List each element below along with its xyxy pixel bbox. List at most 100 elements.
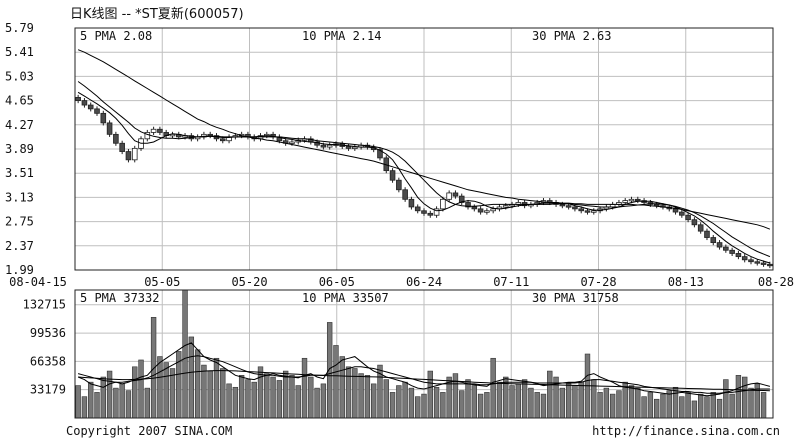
price-x-tick-label: 07-28 <box>580 275 616 289</box>
volume-bar <box>547 370 553 419</box>
volume-bar <box>421 393 427 419</box>
volume-pma-label: 30 PMA 31758 <box>532 291 619 305</box>
candle-body <box>396 179 402 191</box>
candle-body <box>716 242 723 248</box>
candle-body <box>421 210 427 214</box>
candle-body <box>433 208 440 216</box>
price-pma-label: 10 PMA 2.14 <box>302 29 381 43</box>
volume-bar <box>723 379 729 419</box>
price-y-tick-label: 5.79 <box>5 21 34 35</box>
volume-bar <box>389 392 396 419</box>
price-y-tick-label: 3.51 <box>5 166 34 180</box>
volume-bar <box>710 392 716 419</box>
volume-bar <box>314 387 320 419</box>
candle-body <box>484 210 490 213</box>
volume-bar <box>735 375 742 419</box>
price-y-tick-label: 4.27 <box>5 118 34 132</box>
price-ma5-line <box>77 91 771 264</box>
candle-body <box>94 108 100 114</box>
candle-body <box>672 208 679 213</box>
candle-body <box>289 141 295 144</box>
volume-bar <box>402 381 408 419</box>
candle-body <box>389 170 396 181</box>
volume-bar <box>125 390 132 419</box>
candle-body <box>754 261 761 264</box>
volume-bar <box>716 398 723 419</box>
price-y-tick-label: 4.65 <box>5 94 34 108</box>
candle-body <box>446 192 452 200</box>
volume-bar <box>320 383 327 419</box>
volume-bar <box>415 396 421 419</box>
volume-bar <box>685 392 691 419</box>
candle-body <box>471 206 478 210</box>
candle-body <box>760 262 767 265</box>
candle-body <box>691 219 698 226</box>
source-url-link[interactable]: http://finance.sina.com.cn <box>592 424 780 438</box>
volume-bar <box>691 400 698 419</box>
candle-body <box>320 144 327 148</box>
candle-body <box>465 202 471 208</box>
volume-bar <box>672 386 679 419</box>
volume-bar <box>182 289 188 419</box>
candle-body <box>565 205 572 208</box>
volume-bar <box>679 396 685 419</box>
volume-pma-label: 5 PMA 37332 <box>80 291 159 305</box>
candle-body <box>440 198 446 210</box>
candle-body <box>452 192 459 197</box>
volume-bar <box>132 366 138 419</box>
candle-body <box>679 211 685 216</box>
price-x-tick-label: 07-11 <box>493 275 529 289</box>
candle-body <box>157 128 163 133</box>
candle-body <box>572 206 578 210</box>
candle-body <box>502 205 509 208</box>
price-ma30-line <box>77 49 771 230</box>
volume-pma-label: 10 PMA 33507 <box>302 291 389 305</box>
volume-y-tick-label: 33179 <box>30 383 66 397</box>
candle-body <box>81 100 88 106</box>
volume-bar <box>238 375 245 419</box>
price-ma10-line <box>77 81 771 258</box>
volume-bar <box>471 385 477 419</box>
volume-bar <box>396 385 402 419</box>
volume-bar <box>484 392 490 419</box>
volume-bar <box>628 385 635 419</box>
volume-bar <box>635 387 641 419</box>
candle-body <box>584 210 591 213</box>
candle-body <box>748 259 754 263</box>
volume-bar <box>477 393 484 419</box>
volume-bar <box>188 336 195 419</box>
price-y-tick-label: 2.37 <box>5 239 34 253</box>
volume-bar <box>704 396 710 419</box>
candle-body <box>477 208 484 213</box>
volume-bar <box>572 385 578 419</box>
price-x-tick-label: 08-28 <box>758 275 794 289</box>
candle-body <box>100 112 107 124</box>
candle-body <box>219 138 226 142</box>
price-x-tick-label: 08-04-15 <box>9 275 67 289</box>
volume-bar <box>509 385 515 419</box>
volume-bar <box>264 373 270 419</box>
candle-body <box>685 214 691 221</box>
candle-body <box>119 142 125 152</box>
candle-body <box>458 195 465 203</box>
candle-body <box>622 200 629 203</box>
candle-body <box>207 133 213 137</box>
volume-y-tick-label: 66358 <box>30 354 66 368</box>
volume-bar <box>647 392 654 419</box>
volume-bar <box>282 370 289 419</box>
volume-bar <box>490 357 496 419</box>
candle-body <box>578 208 584 212</box>
volume-bar <box>446 376 452 419</box>
candle-body <box>590 210 597 213</box>
volume-bar <box>609 393 616 419</box>
volume-ma10-line <box>77 355 770 394</box>
volume-bar <box>295 385 301 419</box>
candle-body <box>402 189 408 200</box>
volume-bar <box>742 376 748 419</box>
volume-bar <box>427 370 433 419</box>
candle-body <box>559 204 566 207</box>
volume-bar <box>408 387 415 419</box>
candle-body <box>75 97 81 101</box>
volume-bar <box>194 349 201 419</box>
